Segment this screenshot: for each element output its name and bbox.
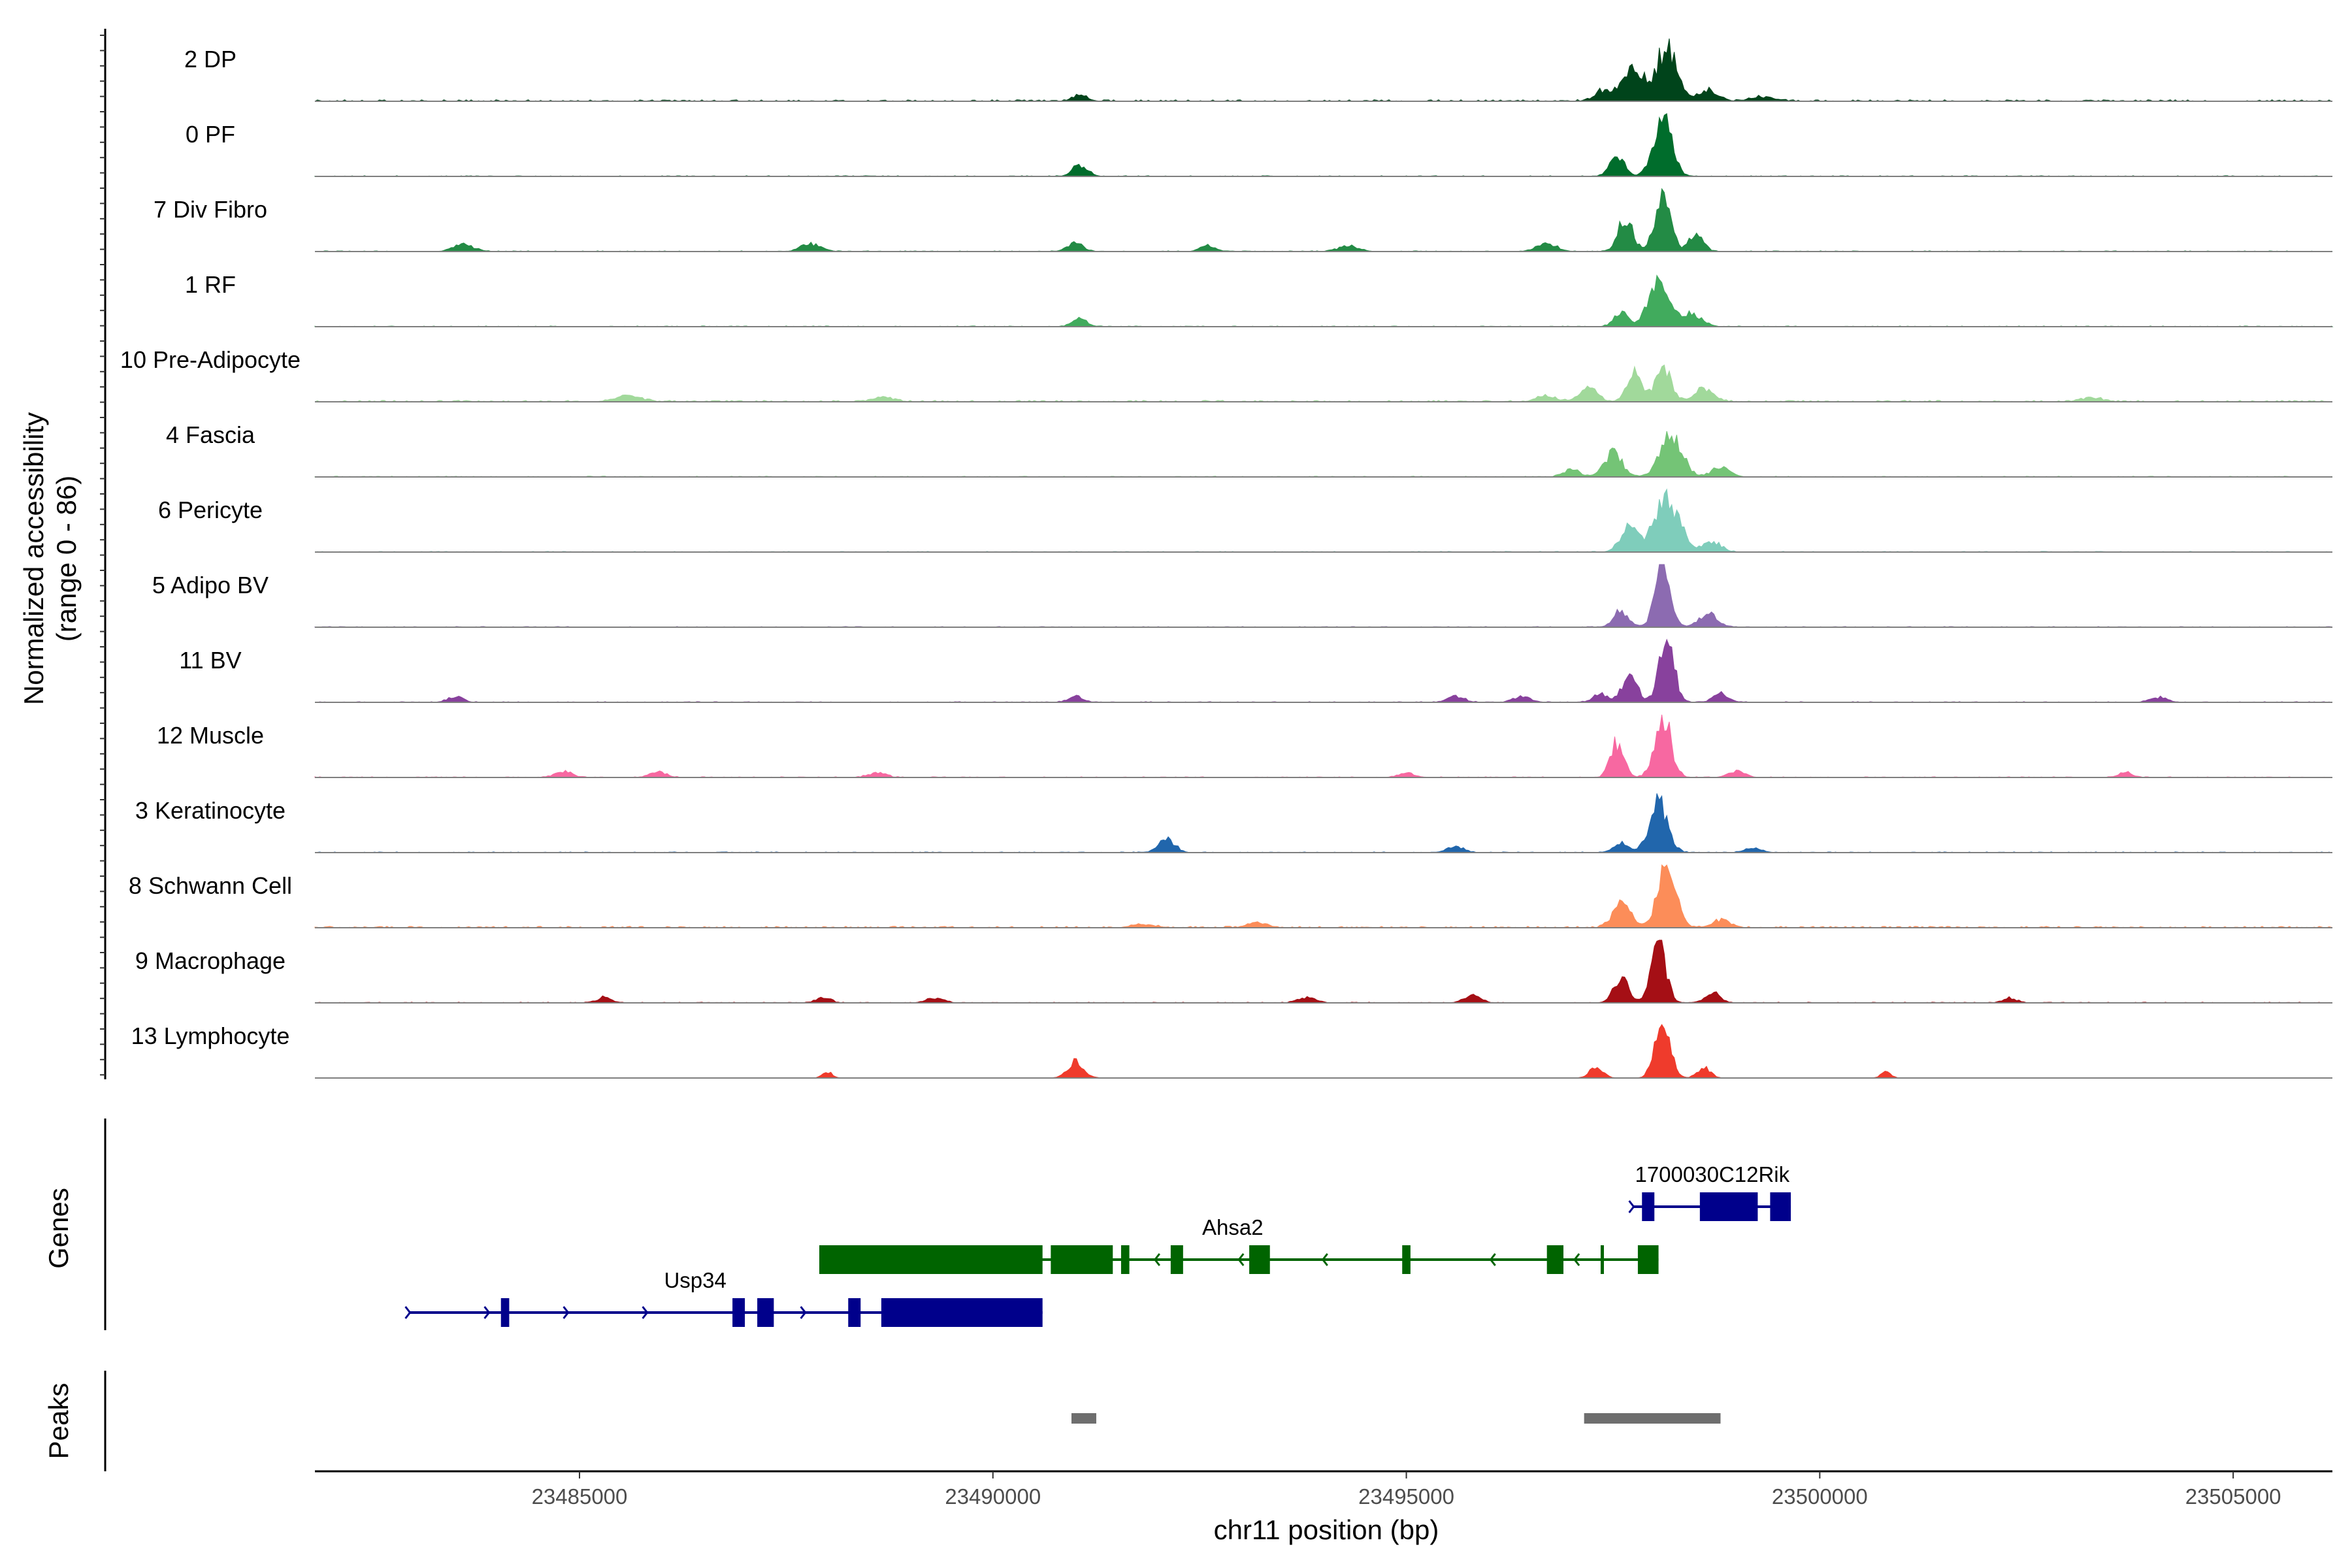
- track-11: 3 Keratinocyte: [135, 793, 2332, 853]
- track-5: 10 Pre-Adipocyte: [120, 346, 2332, 402]
- track-label: 4 Fascia: [166, 421, 255, 448]
- track-7: 6 Pericyte: [158, 488, 2332, 553]
- x-tick-label: 23485000: [532, 1484, 628, 1509]
- track-6: 4 Fascia: [166, 421, 2333, 478]
- track-label: 10 Pre-Adipocyte: [120, 346, 301, 373]
- coverage-area: [314, 431, 2333, 478]
- coverage-area: [314, 38, 2332, 102]
- exon: [1249, 1245, 1270, 1274]
- strand-arrow: [800, 1306, 807, 1319]
- track-8: 5 Adipo BV: [152, 564, 2333, 628]
- coverage-area: [314, 793, 2332, 853]
- track-10: 12 Muscle: [157, 714, 2332, 778]
- peak-region: [1584, 1413, 1721, 1424]
- coverage-area: [315, 1024, 2332, 1079]
- coverage-area: [314, 714, 2332, 778]
- coverage-area: [315, 638, 2332, 703]
- track-label: 5 Adipo BV: [152, 572, 269, 598]
- exon: [757, 1298, 774, 1327]
- strand-arrow: [1153, 1253, 1161, 1266]
- coverage-area: [314, 364, 2332, 402]
- track-label: 7 Div Fibro: [154, 196, 267, 223]
- coverage-area: [314, 274, 2334, 327]
- track-label: 3 Keratinocyte: [135, 797, 286, 824]
- track-label: 9 Macrophage: [135, 947, 286, 974]
- x-tick-label: 23490000: [945, 1484, 1041, 1509]
- peak-region: [1071, 1413, 1096, 1424]
- track-label: 6 Pericyte: [158, 497, 263, 523]
- track-2: 0 PF: [186, 113, 2333, 177]
- y-axis: [100, 29, 106, 1079]
- coverage-tracks: 2 DP 0 PF 7 Div Fibro 1 RF 10 Pre-Adipocyte 4…: [100, 29, 2334, 1079]
- peaks-panel: Peaks: [43, 1371, 1721, 1471]
- exon: [1402, 1245, 1411, 1274]
- strand-arrow: [1573, 1253, 1580, 1266]
- exon: [1642, 1192, 1655, 1221]
- y-axis-title: Normalized accessibility (range 0 - 86): [18, 412, 82, 705]
- exon: [1546, 1245, 1564, 1274]
- strand-arrow: [563, 1306, 570, 1319]
- strand-arrow: [404, 1306, 412, 1319]
- exon: [848, 1298, 861, 1327]
- peaks-panel-label: Peaks: [43, 1383, 74, 1460]
- exon: [1600, 1245, 1604, 1274]
- track-4: 1 RF: [185, 271, 2334, 327]
- exon: [732, 1298, 745, 1327]
- strand-arrow: [642, 1306, 649, 1319]
- track-9: 11 BV: [179, 638, 2332, 703]
- exon: [1770, 1192, 1791, 1221]
- strand-arrow: [1489, 1253, 1496, 1266]
- y-axis-title-line1: Normalized accessibility: [18, 412, 49, 705]
- track-12: 8 Schwann Cell: [129, 864, 2333, 928]
- gene-Ahsa2: Ahsa2: [819, 1215, 1659, 1274]
- x-axis-title: chr11 position (bp): [1214, 1514, 1439, 1545]
- exon: [881, 1298, 1043, 1327]
- coverage-area: [315, 188, 2333, 252]
- coverage-area: [314, 488, 2332, 553]
- genes-panel: Genes 1700030C12Rik Ahsa2 Usp34: [43, 1119, 1791, 1330]
- exon: [1051, 1245, 1113, 1274]
- track-label: 0 PF: [186, 121, 235, 148]
- strand-arrow: [1237, 1253, 1245, 1266]
- genes-panel-label: Genes: [43, 1188, 74, 1269]
- exon: [1120, 1245, 1130, 1274]
- track-label: 1 RF: [185, 271, 236, 298]
- gene-label: Ahsa2: [1202, 1215, 1264, 1239]
- strand-arrow: [483, 1306, 491, 1319]
- gene-label: Usp34: [664, 1268, 726, 1292]
- coverage-area: [314, 113, 2333, 177]
- track-14: 13 Lymphocyte: [131, 1022, 2332, 1079]
- exon: [1637, 1245, 1659, 1274]
- coverage-area: [314, 564, 2333, 628]
- exon: [1699, 1192, 1758, 1221]
- coverage-area: [314, 864, 2333, 928]
- gene-label: 1700030C12Rik: [1635, 1162, 1789, 1186]
- exon: [500, 1298, 510, 1327]
- x-axis: chr11 position (bp) 23485000 23490000 2349…: [315, 1470, 2332, 1545]
- strand-arrow: [1321, 1253, 1328, 1266]
- strand-arrow: [1628, 1200, 1635, 1213]
- x-tick-label: 23505000: [2185, 1484, 2281, 1509]
- track-label: 8 Schwann Cell: [129, 872, 292, 899]
- track-1: 2 DP: [184, 38, 2332, 102]
- track-label: 12 Muscle: [157, 722, 264, 749]
- exon: [1170, 1245, 1183, 1274]
- track-label: 2 DP: [184, 46, 237, 73]
- gene-1700030C12Rik: 1700030C12Rik: [1628, 1162, 1791, 1221]
- x-tick-label: 23500000: [1772, 1484, 1868, 1509]
- track-label: 13 Lymphocyte: [131, 1022, 290, 1049]
- x-tick-label: 23495000: [1358, 1484, 1454, 1509]
- coverage-area: [314, 939, 2333, 1004]
- y-axis-title-line2: (range 0 - 86): [51, 476, 82, 642]
- track-3: 7 Div Fibro: [154, 188, 2333, 252]
- track-label: 11 BV: [179, 647, 241, 674]
- gene-Usp34: Usp34: [404, 1268, 1043, 1327]
- track-13: 9 Macrophage: [135, 939, 2333, 1004]
- exon: [819, 1245, 1043, 1274]
